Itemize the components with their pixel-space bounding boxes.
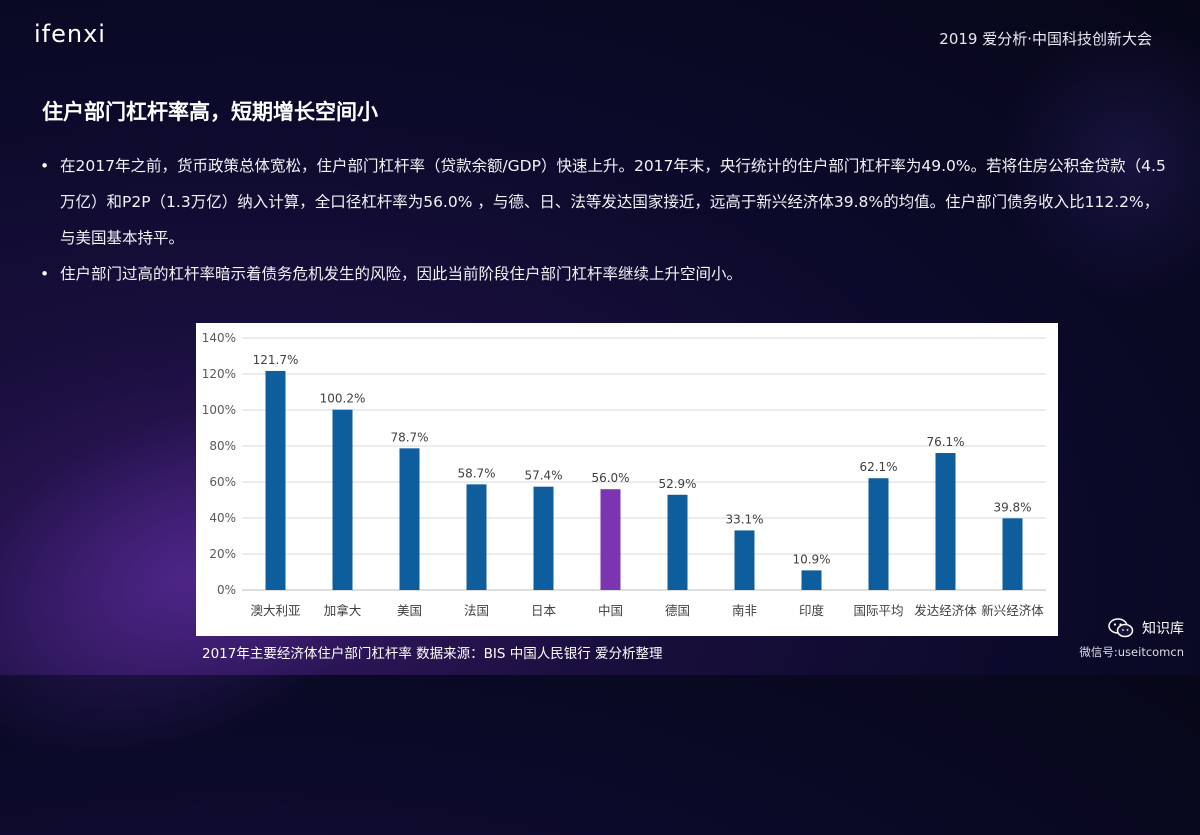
y-tick-label: 80%	[209, 439, 236, 453]
x-tick-label: 加拿大	[324, 603, 362, 618]
data-label: 10.9%	[792, 552, 830, 566]
bullet-item: • 在2017年之前，货币政策总体宽松，住户部门杠杆率（贷款余额/GDP）快速上…	[40, 148, 1170, 256]
bullet-item: • 住户部门过高的杠杆率暗示着债务危机发生的风险，因此当前阶段住户部门杠杆率继续…	[40, 256, 1170, 292]
x-tick-label: 发达经济体	[914, 603, 977, 618]
bar-chart-panel: 0% 20% 40% 60% 80% 100% 120% 140% 121.7% 澳大利亚 100.…	[196, 323, 1058, 636]
bar	[868, 478, 889, 590]
x-tick-label: 中国	[598, 603, 623, 618]
bar-chart: 0% 20% 40% 60% 80% 100% 120% 140% 121.7% 澳大利亚 100.…	[202, 331, 1046, 618]
x-tick-label: 印度	[799, 603, 825, 618]
x-tick-label: 澳大利亚	[250, 603, 300, 618]
bar	[265, 370, 286, 590]
bar	[399, 448, 420, 590]
data-label: 100.2%	[320, 392, 366, 406]
bar	[667, 494, 688, 590]
y-tick-label: 100%	[202, 403, 236, 417]
y-tick-label: 20%	[209, 547, 236, 561]
y-tick-label: 40%	[209, 511, 236, 525]
wechat-icon	[1108, 618, 1134, 638]
bar	[533, 486, 554, 590]
bullet-text: 在2017年之前，货币政策总体宽松，住户部门杠杆率（贷款余额/GDP）快速上升。…	[60, 157, 1166, 247]
data-label: 52.9%	[658, 477, 696, 491]
x-tick-label: 新兴经济体	[981, 603, 1044, 618]
bar	[466, 484, 487, 590]
bar	[1002, 518, 1023, 590]
x-tick-label: 日本	[531, 603, 557, 618]
bar	[734, 530, 755, 590]
bar	[935, 453, 956, 590]
x-tick-label: 南非	[732, 603, 757, 618]
event-title: 2019 爱分析·中国科技创新大会	[939, 30, 1152, 48]
bar	[332, 409, 353, 590]
data-label: 78.7%	[390, 430, 428, 444]
y-tick-label: 0%	[217, 583, 236, 597]
bullet-text: 住户部门过高的杠杆率暗示着债务危机发生的风险，因此当前阶段住户部门杠杆率继续上升…	[60, 265, 743, 283]
y-tick-label: 60%	[209, 475, 236, 489]
data-label: 58.7%	[457, 466, 495, 480]
x-tick-label: 法国	[464, 603, 489, 618]
bullet-dot-icon: •	[40, 265, 50, 283]
x-tick-label: 美国	[397, 603, 422, 618]
y-tick-label: 140%	[202, 331, 236, 345]
x-tick-label: 国际平均	[853, 603, 903, 618]
data-label: 56.0%	[591, 471, 629, 485]
background-glow-top	[1000, 20, 1200, 300]
data-label: 121.7%	[253, 353, 299, 367]
x-tick-label: 德国	[665, 603, 690, 618]
watermark-account: 微信号:useitcomcn	[1079, 645, 1184, 659]
bullet-dot-icon: •	[40, 157, 50, 175]
slide-title: 住户部门杠杆率高，短期增长空间小	[42, 100, 378, 124]
data-label: 39.8%	[993, 500, 1031, 514]
data-label: 76.1%	[926, 435, 964, 449]
watermark-name: 知识库	[1142, 621, 1184, 637]
y-tick-label: 120%	[202, 367, 236, 381]
bullet-list: • 在2017年之前，货币政策总体宽松，住户部门杠杆率（贷款余额/GDP）快速上…	[40, 148, 1170, 292]
ifenxi-logo: ifenxi	[34, 20, 106, 48]
bar	[600, 489, 621, 590]
watermark: 知识库 微信号:useitcomcn	[1079, 618, 1184, 660]
data-label: 62.1%	[859, 460, 897, 474]
chart-caption: 2017年主要经济体住户部门杠杆率 数据来源：BIS 中国人民银行 爱分析整理	[202, 646, 663, 662]
bar	[801, 570, 822, 590]
data-label: 33.1%	[725, 512, 763, 526]
data-label: 57.4%	[524, 469, 562, 483]
